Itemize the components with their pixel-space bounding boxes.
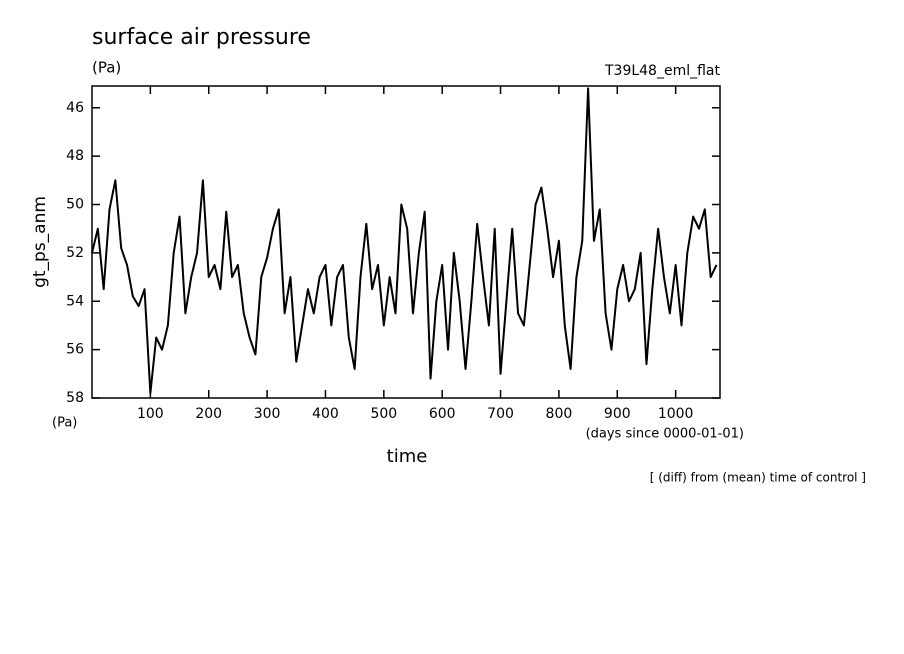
- y-axis-label: gt_ps_anm: [30, 196, 50, 288]
- x-tick-label: 100: [137, 406, 164, 422]
- x-axis-label: time: [387, 446, 428, 467]
- y-tick-label: 46: [66, 100, 84, 116]
- y-tick-label: 54: [66, 293, 84, 309]
- y-tick-label: 50: [66, 197, 84, 213]
- units-label: (Pa): [92, 59, 121, 77]
- plot-frame: [91, 85, 721, 399]
- x-tick-label: 300: [254, 406, 281, 422]
- x-tick-label: 400: [312, 406, 339, 422]
- x-tick-label: 700: [487, 406, 514, 422]
- x-tick-label: 900: [604, 406, 631, 422]
- x-tick-label: 500: [370, 406, 397, 422]
- run-name: T39L48_eml_flat: [604, 63, 721, 79]
- y-tick-label: 48: [66, 148, 84, 164]
- y-tick-label: 56: [66, 342, 84, 358]
- y-tick-label: 52: [66, 245, 84, 261]
- x-tick-label: 600: [429, 406, 456, 422]
- chart-title: surface air pressure: [92, 25, 311, 50]
- x-tick-label: 200: [195, 406, 222, 422]
- data-line: [91, 87, 718, 395]
- footnote: [ (diff) from (mean) time of control ]: [650, 471, 866, 485]
- x-tick-label: 1000: [658, 406, 694, 422]
- units-label: (Pa): [52, 416, 77, 431]
- x-tick-label: 800: [546, 406, 573, 422]
- y-tick-label: 58: [66, 390, 84, 406]
- x-axis-units: (days since 0000-01-01): [586, 427, 744, 442]
